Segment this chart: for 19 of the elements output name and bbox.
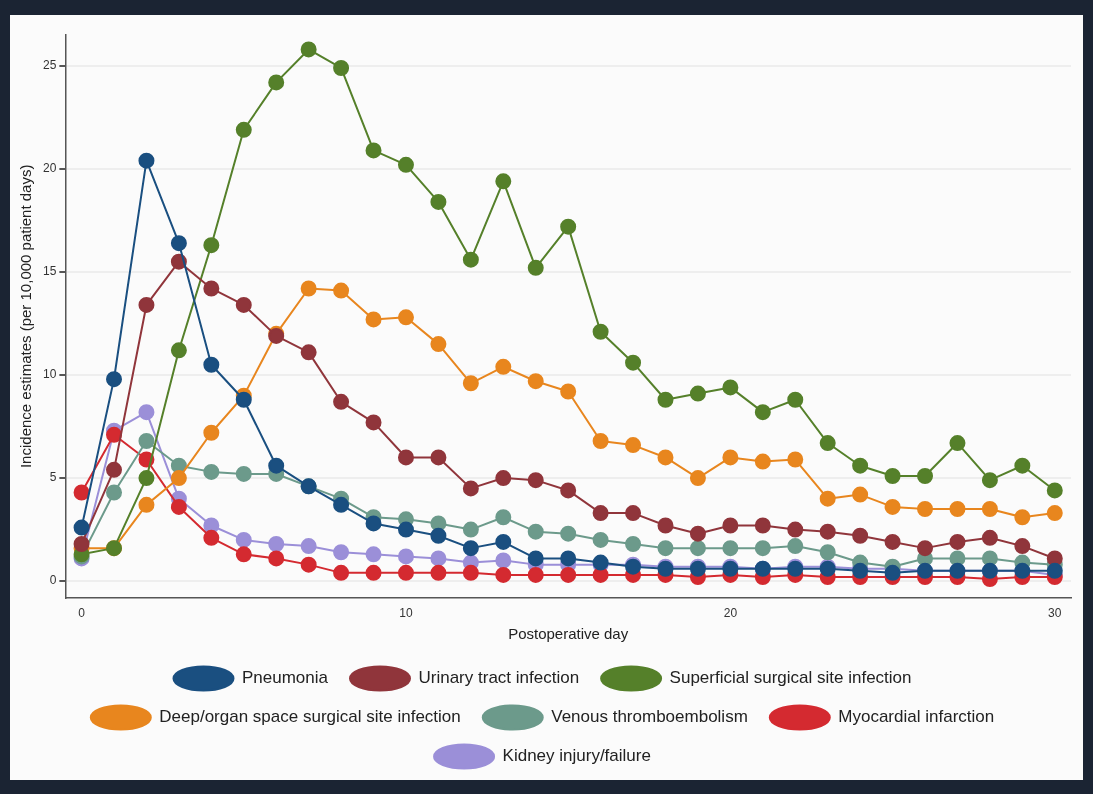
x-tick-label: 30 bbox=[1048, 606, 1062, 621]
x-tick-label: 0 bbox=[78, 606, 86, 621]
x-axis-title: Postoperative day bbox=[508, 625, 629, 643]
x-tick-label: 10 bbox=[399, 606, 413, 621]
legend-label: Venous thromboembolism bbox=[551, 707, 748, 727]
y-tick-label: 25 bbox=[42, 58, 57, 73]
y-tick-label: 20 bbox=[42, 161, 57, 176]
legend-label: Urinary tract infection bbox=[418, 668, 580, 688]
y-tick-label: 5 bbox=[49, 470, 57, 485]
legend-label: Kidney injury/failure bbox=[502, 746, 651, 766]
legend-label: Deep/organ space surgical site infection bbox=[159, 707, 461, 727]
y-axis-title: Incidence estimates (per 10,000 patient days) bbox=[17, 164, 35, 469]
y-tick-label: 0 bbox=[49, 573, 57, 588]
y-tick-label: 10 bbox=[42, 367, 57, 382]
legend-label: Myocardial infarction bbox=[838, 707, 995, 727]
x-tick-label: 20 bbox=[723, 606, 738, 621]
y-tick-label: 15 bbox=[42, 264, 57, 279]
legend-label: Pneumonia bbox=[242, 668, 329, 688]
legend-label: Superficial surgical site infection bbox=[669, 668, 912, 688]
